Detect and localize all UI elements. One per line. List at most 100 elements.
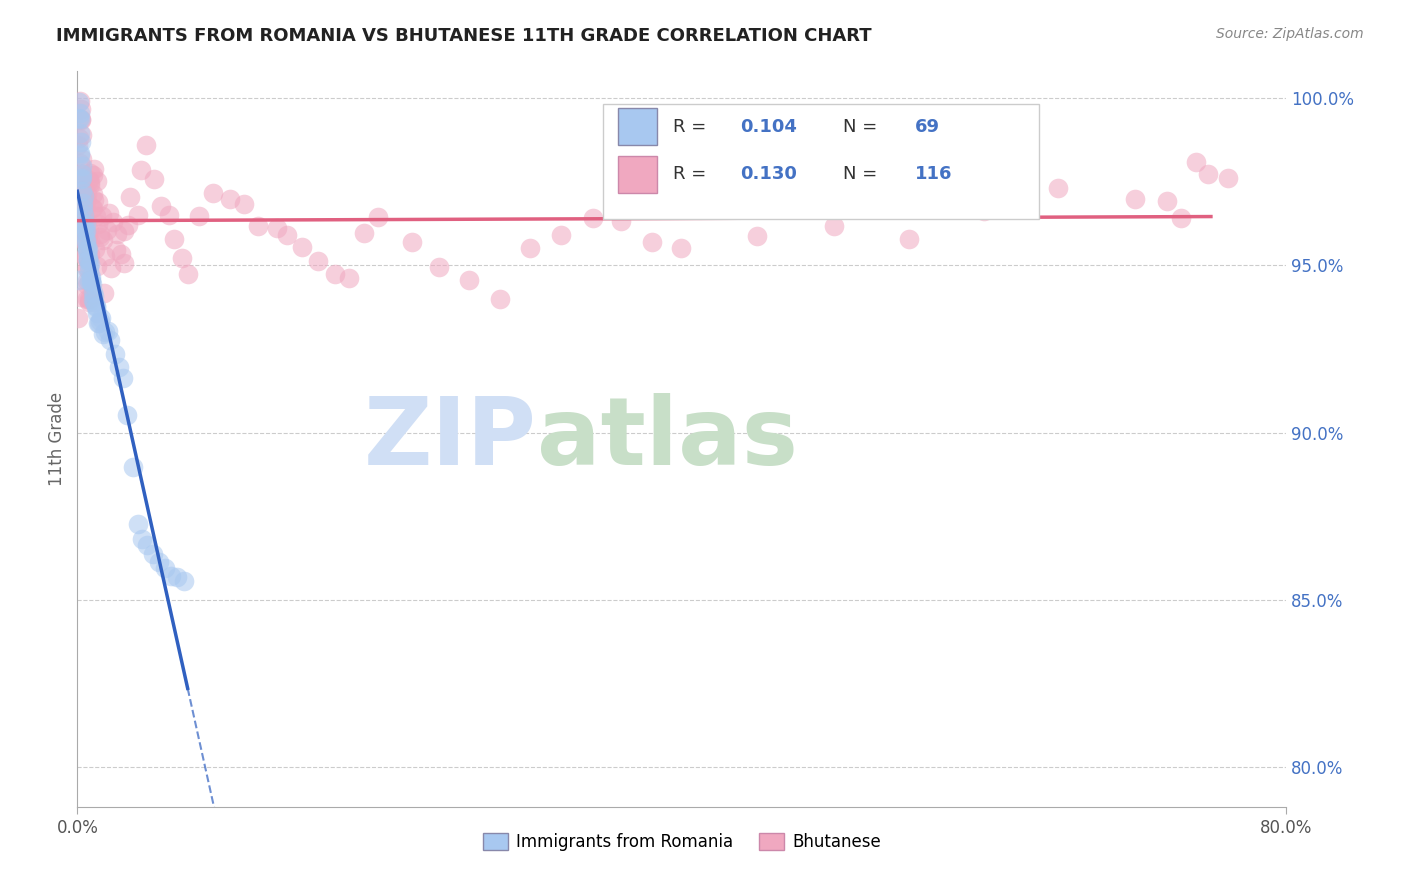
Point [70, 168, 93, 182]
Point [610, 214, 633, 228]
Point [77, 223, 100, 237]
Point [73, 210, 96, 224]
Point [1197, 167, 1219, 181]
Point [91, 326, 114, 341]
Point [77, 173, 100, 187]
Point [70, 172, 93, 186]
Point [67, 95, 90, 110]
Point [75, 235, 97, 250]
Point [70, 113, 93, 128]
Point [898, 232, 921, 246]
Point [82, 285, 104, 299]
Point [173, 574, 195, 588]
Point [153, 561, 176, 575]
Point [86, 306, 108, 320]
Point [76, 186, 98, 201]
Point [76, 227, 98, 242]
Point [83, 295, 105, 310]
Point [427, 260, 450, 274]
Point [550, 228, 572, 243]
Point [84, 242, 107, 256]
Point [67, 211, 90, 226]
Text: 0.104: 0.104 [740, 118, 797, 136]
Point [83, 289, 105, 303]
Bar [617, 108, 657, 145]
Text: N =: N = [842, 165, 883, 184]
Point [157, 208, 180, 222]
Point [76, 274, 98, 288]
Point [135, 538, 157, 552]
Point [1184, 155, 1206, 169]
Point [160, 569, 183, 583]
Point [323, 267, 346, 281]
Point [457, 273, 479, 287]
Point [70, 159, 93, 173]
Point [69, 176, 91, 190]
Point [86, 174, 108, 188]
Text: ZIP: ZIP [364, 393, 537, 485]
Point [120, 190, 142, 204]
Point [84, 300, 107, 314]
Point [83, 162, 105, 177]
Text: R =: R = [673, 165, 713, 184]
Legend: Immigrants from Romania, Bhutanese: Immigrants from Romania, Bhutanese [477, 826, 887, 858]
Point [70, 135, 93, 149]
Point [337, 271, 360, 285]
Point [91, 233, 114, 247]
Point [73, 199, 96, 213]
Point [82, 186, 104, 201]
Point [77, 294, 100, 309]
Point [70, 167, 93, 181]
Point [187, 209, 209, 223]
Point [100, 260, 122, 275]
Point [72, 189, 94, 203]
Point [70, 171, 93, 186]
Point [73, 182, 96, 196]
Point [79, 235, 101, 249]
Point [150, 199, 173, 213]
Point [89, 230, 111, 244]
Point [1047, 181, 1070, 195]
Point [87, 217, 110, 231]
Point [66, 138, 89, 153]
Point [72, 187, 94, 202]
Point [75, 224, 97, 238]
Point [70, 198, 93, 212]
Y-axis label: 11th Grade: 11th Grade [48, 392, 66, 486]
Point [97, 324, 120, 338]
Point [69, 145, 91, 160]
Point [76, 261, 98, 276]
Point [69, 155, 91, 169]
Point [86, 259, 108, 273]
Point [80, 269, 103, 284]
Point [973, 203, 995, 218]
Point [105, 227, 128, 241]
Point [69, 112, 91, 126]
Point [73, 249, 96, 263]
Point [66, 273, 89, 287]
Point [115, 408, 138, 422]
Point [76, 278, 98, 293]
Point [69, 94, 91, 108]
Point [82, 201, 104, 215]
Point [94, 250, 117, 264]
Point [127, 516, 149, 531]
Text: IMMIGRANTS FROM ROMANIA VS BHUTANESE 11TH GRADE CORRELATION CHART: IMMIGRANTS FROM ROMANIA VS BHUTANESE 11T… [56, 27, 872, 45]
Point [67, 310, 90, 325]
Point [353, 226, 375, 240]
Point [232, 197, 254, 211]
Point [276, 228, 298, 243]
Point [77, 229, 100, 244]
Point [1156, 194, 1178, 208]
Point [80, 275, 103, 289]
Point [112, 371, 135, 385]
Point [69, 106, 91, 120]
Point [76, 244, 98, 258]
Text: N =: N = [842, 118, 883, 136]
Point [101, 215, 124, 229]
Point [76, 260, 98, 274]
Point [98, 333, 121, 347]
Point [89, 227, 111, 241]
Point [104, 346, 127, 360]
Point [177, 267, 200, 281]
